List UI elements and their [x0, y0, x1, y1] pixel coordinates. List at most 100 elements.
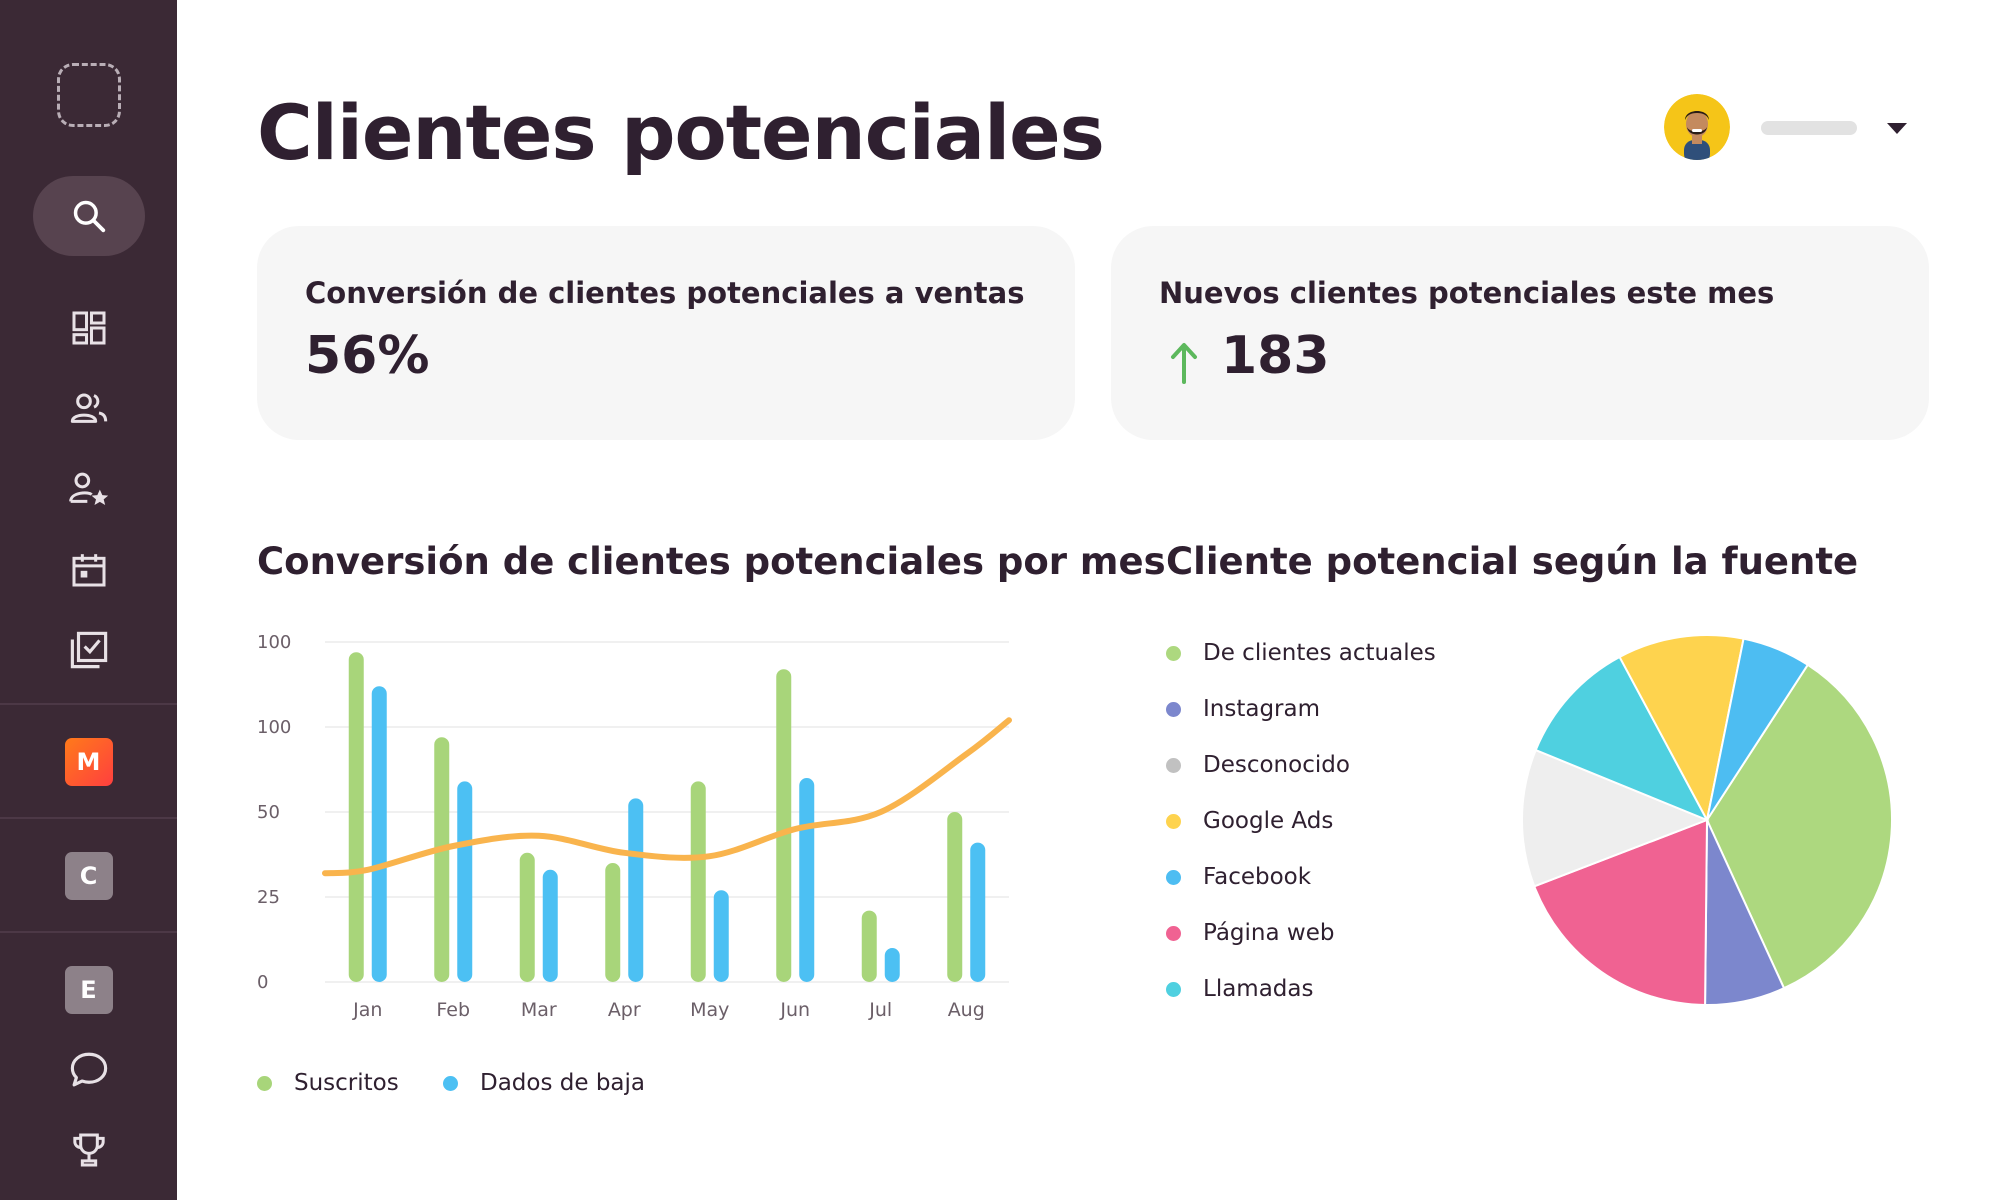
workspace-c[interactable]: C — [0, 852, 177, 900]
bar-suscritos — [776, 669, 792, 982]
users-icon — [70, 393, 107, 423]
bar-dados-de-baja — [457, 781, 473, 982]
legend-label: Dados de baja — [480, 1070, 646, 1096]
search-icon — [73, 200, 105, 233]
bar-suscritos — [605, 863, 621, 982]
trophy-icon — [72, 1133, 105, 1167]
x-tick-label: Apr — [608, 999, 641, 1021]
sidebar-divider — [0, 931, 177, 933]
sidebar-item-dashboard[interactable] — [0, 306, 177, 350]
pie-slice-de-clientes-actuales — [1705, 663, 1893, 990]
pie-legend-item: Instagram — [1166, 696, 1320, 722]
bar-suscritos — [947, 812, 963, 982]
pie-slice-facebook — [1706, 637, 1810, 821]
legend-label: Desconocido — [1203, 752, 1350, 778]
legend-dot — [1166, 925, 1181, 941]
dashboard-icon — [72, 311, 105, 345]
legend-label: Instagram — [1203, 696, 1321, 722]
trend-line — [322, 717, 1012, 877]
kpi-value: 56% — [305, 326, 430, 386]
x-tick-label: Aug — [948, 999, 985, 1021]
bar-suscritos — [519, 852, 535, 982]
y-tick-label: 100 — [257, 717, 291, 738]
legend-label: Google Ads — [1203, 808, 1334, 834]
sidebar-item-tasks[interactable] — [0, 628, 177, 672]
kpi-label: Conversión de clientes potenciales a ven… — [305, 276, 1025, 310]
sidebar-item-users[interactable] — [0, 386, 177, 430]
legend-dot — [443, 1075, 458, 1091]
legend-dot — [1166, 701, 1181, 717]
sidebar: M C E — [0, 0, 177, 1200]
legend-label: Página web — [1203, 920, 1335, 946]
bar-suscritos — [434, 737, 450, 982]
chat-bubble-icon — [70, 1052, 107, 1087]
bar-dados-de-baja — [542, 869, 558, 982]
kpi-card-conversion: Conversión de clientes potenciales a ven… — [257, 226, 1075, 440]
sidebar-divider — [0, 817, 177, 819]
legend-item-dados-de-baja: Dados de baja — [443, 1070, 645, 1096]
pie-legend-item: Llamadas — [1166, 976, 1313, 1002]
x-tick-label: Jul — [868, 999, 892, 1021]
page-title: Clientes potenciales — [257, 88, 1105, 177]
pie-chart — [1521, 634, 1893, 1007]
x-tick-label: May — [690, 999, 729, 1021]
logo-placeholder-icon — [56, 63, 121, 127]
search-pill[interactable] — [32, 176, 145, 256]
sidebar-divider — [0, 703, 177, 705]
chevron-down-icon[interactable] — [1887, 123, 1907, 134]
bar-dados-de-baja — [371, 686, 387, 982]
pie-legend-item: Desconocido — [1166, 752, 1350, 778]
pie-slice-llamadas — [1534, 655, 1710, 822]
bar-suscritos — [348, 652, 364, 982]
pie-slice-p-gina-web — [1532, 818, 1709, 1007]
avatar[interactable] — [1664, 94, 1730, 160]
legend-label: De clientes actuales — [1203, 640, 1436, 666]
user-menu[interactable] — [1664, 94, 1864, 160]
pie-slice-google-ads — [1618, 634, 1745, 823]
calendar-icon — [72, 554, 105, 587]
bar-dados-de-baja — [799, 778, 815, 982]
bar-dados-de-baja — [628, 798, 644, 982]
legend-item-suscritos: Suscritos — [257, 1070, 399, 1096]
workspace-badge: C — [64, 852, 113, 900]
y-tick-label: 0 — [257, 972, 268, 993]
arrow-up-icon — [1171, 343, 1197, 384]
legend-dot — [1166, 981, 1181, 997]
logo-placeholder[interactable] — [0, 60, 177, 130]
sidebar-item-calendar[interactable] — [0, 548, 177, 592]
user-name-placeholder — [1761, 121, 1857, 135]
bar-dados-de-baja — [884, 948, 900, 982]
pie-legend-item: Google Ads — [1166, 808, 1333, 834]
bar-chart: 0 25 50 100 100 Jan Feb Mar Apr May Jun Jul Aug — [257, 632, 1012, 1021]
sidebar-item-chat[interactable] — [0, 1048, 177, 1092]
search-button[interactable] — [0, 176, 177, 256]
user-star-icon — [68, 472, 108, 505]
workspace-m[interactable]: M — [0, 738, 177, 786]
y-tick-label: 100 — [257, 632, 291, 653]
x-tick-label: Jan — [352, 999, 382, 1021]
sidebar-item-achievements[interactable] — [0, 1128, 177, 1172]
x-tick-label: Feb — [436, 999, 470, 1021]
pie-slice-desconocido — [1521, 748, 1710, 888]
bar-chart-title: Conversión de clientes potenciales por m… — [257, 540, 1166, 583]
avatar-image — [1664, 94, 1730, 160]
workspace-badge: M — [64, 738, 113, 786]
legend-dot — [1166, 645, 1181, 661]
legend-dot — [1166, 813, 1181, 829]
legend-dot — [1166, 869, 1181, 885]
bar-suscritos — [861, 910, 877, 982]
bar-suscritos — [690, 781, 706, 982]
legend-label: Llamadas — [1203, 976, 1314, 1002]
x-tick-label: Mar — [521, 999, 557, 1021]
sidebar-item-favorites[interactable] — [0, 466, 177, 510]
x-tick-label: Jun — [779, 999, 810, 1021]
legend-label: Facebook — [1203, 864, 1312, 890]
pie-chart-title: Cliente potencial según la fuente — [1166, 540, 1859, 583]
pie-legend-item: De clientes actuales — [1166, 640, 1436, 666]
main-content: Clientes potenciales Conversión de clien… — [177, 0, 2000, 1200]
kpi-card-new-leads: Nuevos clientes potenciales este mes 183 — [1111, 226, 1929, 440]
workspace-badge: E — [64, 966, 113, 1014]
legend-dot — [1166, 757, 1181, 773]
kpi-label: Nuevos clientes potenciales este mes — [1159, 276, 1775, 310]
workspace-e[interactable]: E — [0, 966, 177, 1014]
